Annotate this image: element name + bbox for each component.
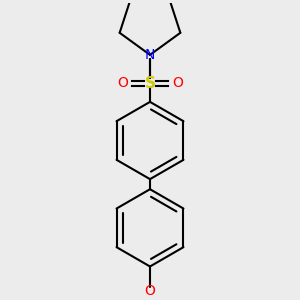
Text: O: O (117, 76, 128, 90)
Text: O: O (145, 284, 155, 298)
Text: O: O (172, 76, 183, 90)
Text: S: S (145, 76, 155, 91)
Text: N: N (145, 48, 155, 62)
